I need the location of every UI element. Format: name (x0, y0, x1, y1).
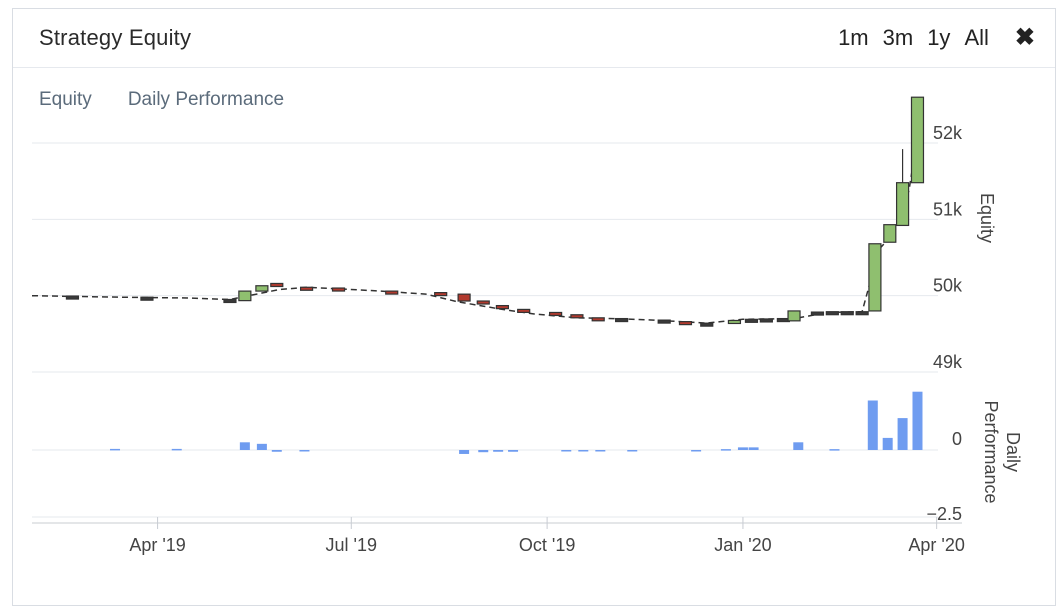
range-1m-button[interactable]: 1m (838, 25, 869, 50)
performance-bar (691, 450, 702, 452)
equity-candle (549, 311, 563, 317)
x-tick-label: Apr '20 (908, 535, 964, 555)
performance-bar (256, 443, 267, 450)
performance-bar (239, 442, 250, 450)
performance-bar (508, 450, 519, 452)
equity-candle (299, 286, 314, 291)
equity-candle (65, 295, 80, 300)
performance-bar (478, 450, 489, 453)
equity-candle (331, 287, 346, 292)
tab-daily-performance[interactable]: Daily Performance (127, 89, 285, 110)
equity-candle (657, 319, 671, 324)
performance-bar (867, 400, 878, 450)
equity-candle (787, 310, 801, 322)
equity-candle (517, 308, 531, 314)
equity-candle (615, 317, 629, 323)
tab-equity[interactable]: Equity (39, 89, 92, 110)
performance-bar (561, 450, 572, 452)
equity-line (31, 108, 923, 324)
equity-tick-label: 51k (933, 199, 963, 219)
performance-bar (299, 450, 310, 452)
equity-candle (744, 318, 759, 323)
equity-candle (223, 298, 237, 304)
x-tick-label: Apr '19 (129, 535, 185, 555)
performance-tick-label: 0 (952, 429, 962, 449)
performance-tick-label: −2.5 (926, 504, 962, 524)
equity-candle (855, 311, 869, 316)
equity-tick-label: 52k (933, 123, 963, 143)
equity-candle (270, 282, 284, 288)
performance-bar (912, 391, 923, 450)
equity-candle (895, 182, 910, 227)
performance-bar (459, 450, 470, 454)
x-tick-label: Jul '19 (326, 535, 377, 555)
equity-candle (495, 304, 510, 310)
range-1y-button[interactable]: 1y (927, 25, 951, 50)
range-selector: 1m 3m 1y All ✖ (824, 25, 1035, 51)
equity-candle (678, 321, 693, 326)
performance-axis-title: DailyPerformance (981, 400, 1023, 503)
close-icon[interactable]: ✖ (1014, 24, 1035, 51)
range-all-button[interactable]: All (964, 25, 989, 50)
performance-bar (748, 447, 759, 450)
equity-candle (457, 293, 471, 302)
equity-candle (700, 322, 714, 327)
equity-candle (840, 311, 854, 316)
equity-axis-title: Equity (977, 193, 997, 243)
performance-bar (829, 449, 840, 451)
equity-candle (759, 318, 773, 323)
equity-candle (825, 311, 839, 316)
x-tick-label: Jan '20 (714, 535, 771, 555)
equity-candle (868, 243, 882, 312)
equity-candle (810, 311, 825, 316)
strategy-equity-panel: Strategy Equity 1m 3m 1y All ✖ Equity Da… (12, 8, 1056, 606)
performance-bar (720, 449, 731, 451)
performance-bar (737, 447, 748, 450)
range-3m-button[interactable]: 3m (882, 25, 914, 50)
performance-bar (271, 450, 282, 452)
performance-bar (493, 450, 504, 452)
performance-bar (110, 448, 121, 451)
equity-candle (476, 300, 490, 305)
equity-candle (727, 319, 742, 325)
performance-bar (171, 448, 182, 451)
panel-header: Strategy Equity 1m 3m 1y All ✖ (13, 9, 1055, 68)
equity-candle (883, 224, 897, 243)
panel-title: Strategy Equity (39, 25, 192, 50)
equity-tick-label: 50k (933, 276, 963, 296)
equity-candle (140, 296, 154, 301)
equity-candle (238, 290, 252, 302)
equity-candle (255, 285, 269, 292)
performance-bar (897, 418, 908, 450)
equity-candle (385, 290, 399, 295)
equity-candle (570, 314, 584, 319)
equity-candle (434, 292, 448, 297)
equity-candle (910, 96, 925, 184)
performance-bar (578, 450, 589, 452)
performance-bar (627, 450, 638, 452)
performance-bar (882, 437, 893, 450)
performance-bar (595, 450, 606, 452)
equity-tick-label: 49k (933, 352, 963, 372)
chart-tabs: Equity Daily Performance (39, 89, 320, 111)
equity-candle (591, 317, 605, 322)
x-tick-label: Oct '19 (519, 535, 575, 555)
performance-bar (793, 442, 804, 450)
